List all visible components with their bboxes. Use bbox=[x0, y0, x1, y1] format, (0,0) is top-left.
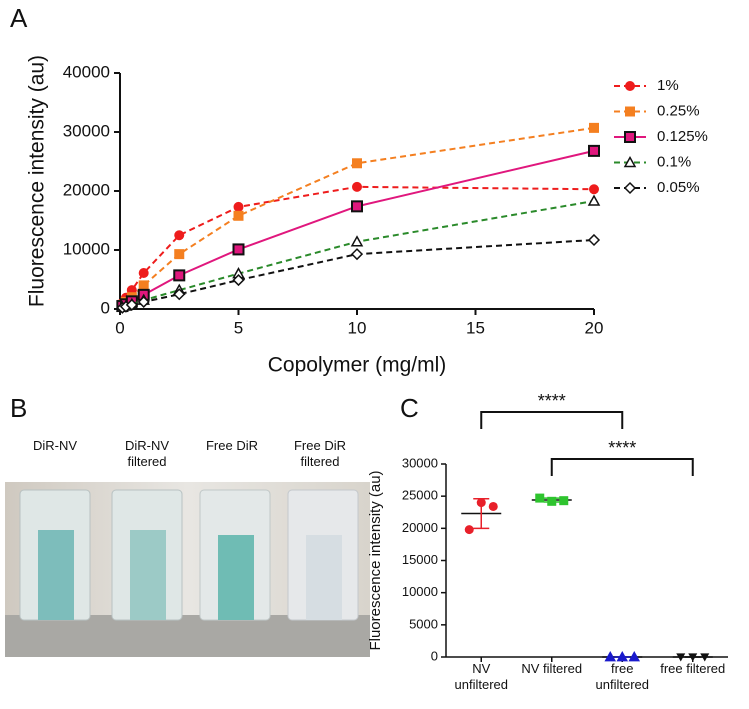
y-tick-label: 0 bbox=[431, 648, 438, 663]
photo-label: Free DiR bbox=[205, 438, 258, 453]
marker bbox=[628, 650, 641, 662]
x-tick-label: 5 bbox=[234, 318, 243, 337]
marker bbox=[232, 274, 245, 287]
legend-label: 1% bbox=[657, 77, 679, 94]
marker bbox=[173, 269, 186, 282]
significance-bracket bbox=[550, 458, 694, 476]
significance-label: **** bbox=[538, 391, 566, 411]
marker bbox=[350, 248, 364, 261]
marker bbox=[535, 493, 545, 503]
y-tick-label: 30000 bbox=[63, 121, 110, 140]
marker bbox=[125, 298, 138, 311]
marker bbox=[676, 653, 686, 662]
y-tick-label: 20000 bbox=[63, 180, 110, 199]
marker bbox=[625, 106, 635, 117]
marker bbox=[352, 158, 362, 169]
marker bbox=[174, 230, 185, 241]
marker bbox=[625, 81, 635, 91]
photo bbox=[5, 482, 370, 657]
marker bbox=[232, 243, 245, 256]
marker bbox=[174, 249, 185, 260]
marker bbox=[464, 525, 474, 535]
photo-label: Free DiR filtered bbox=[293, 438, 346, 469]
marker bbox=[587, 233, 601, 247]
x-tick-label: free filtered bbox=[660, 661, 726, 676]
marker bbox=[138, 268, 149, 279]
marker bbox=[547, 496, 557, 506]
legend-label: 0.05% bbox=[657, 179, 700, 196]
y-tick-label: 0 bbox=[101, 298, 110, 317]
x-tick-label: NV filtered bbox=[521, 661, 583, 676]
marker bbox=[616, 650, 629, 662]
x-tick-label: 0 bbox=[115, 318, 124, 337]
series-line bbox=[121, 126, 595, 306]
significance-label: **** bbox=[608, 438, 636, 458]
y-tick-label: 10000 bbox=[63, 239, 110, 258]
photo-label: DiR-NV bbox=[32, 438, 78, 453]
marker bbox=[604, 650, 617, 662]
y-tick-label: 25000 bbox=[402, 488, 438, 503]
marker bbox=[559, 496, 569, 506]
marker bbox=[351, 200, 363, 213]
x-tick-label: 20 bbox=[585, 318, 604, 337]
marker bbox=[623, 155, 637, 168]
marker bbox=[588, 144, 600, 157]
marker bbox=[350, 235, 364, 247]
photo-label: DiR-NV filtered bbox=[124, 438, 170, 469]
panel-letter: B bbox=[10, 393, 27, 423]
marker bbox=[589, 184, 599, 195]
marker bbox=[587, 194, 601, 206]
marker bbox=[488, 501, 498, 511]
series-line bbox=[121, 185, 595, 304]
y-tick-label: 20000 bbox=[402, 520, 438, 535]
legend-label: 0.25% bbox=[657, 102, 700, 119]
y-tick-label: 40000 bbox=[63, 62, 110, 81]
legend-label: 0.1% bbox=[657, 153, 691, 170]
marker bbox=[352, 181, 362, 192]
marker bbox=[624, 131, 636, 143]
x-tick-label: 15 bbox=[466, 318, 485, 337]
marker bbox=[476, 498, 486, 508]
marker bbox=[138, 280, 149, 291]
y-axis-label: Fluorescence intensity (au) bbox=[26, 55, 49, 307]
x-tick-label: 10 bbox=[348, 318, 367, 337]
significance-bracket bbox=[480, 411, 624, 429]
y-tick-label: 5000 bbox=[409, 616, 438, 631]
y-tick-label: 15000 bbox=[402, 552, 438, 567]
marker bbox=[700, 653, 710, 662]
x-tick-label: NV unfiltered bbox=[454, 661, 508, 692]
y-axis-label: Fluorescence intensity (au) bbox=[367, 470, 384, 650]
x-tick-label: free unfiltered bbox=[595, 661, 649, 692]
marker bbox=[688, 653, 698, 662]
legend-label: 0.125% bbox=[657, 128, 708, 145]
marker bbox=[589, 122, 599, 133]
marker bbox=[623, 181, 637, 195]
y-tick-label: 30000 bbox=[402, 455, 438, 470]
y-tick-label: 10000 bbox=[402, 584, 438, 599]
marker bbox=[137, 295, 150, 308]
marker bbox=[233, 210, 244, 221]
panel-letter: C bbox=[400, 393, 419, 423]
marker bbox=[173, 288, 186, 301]
marker bbox=[233, 201, 244, 212]
panel-letter: A bbox=[10, 3, 28, 33]
x-axis-label: Copolymer (mg/ml) bbox=[268, 354, 447, 377]
